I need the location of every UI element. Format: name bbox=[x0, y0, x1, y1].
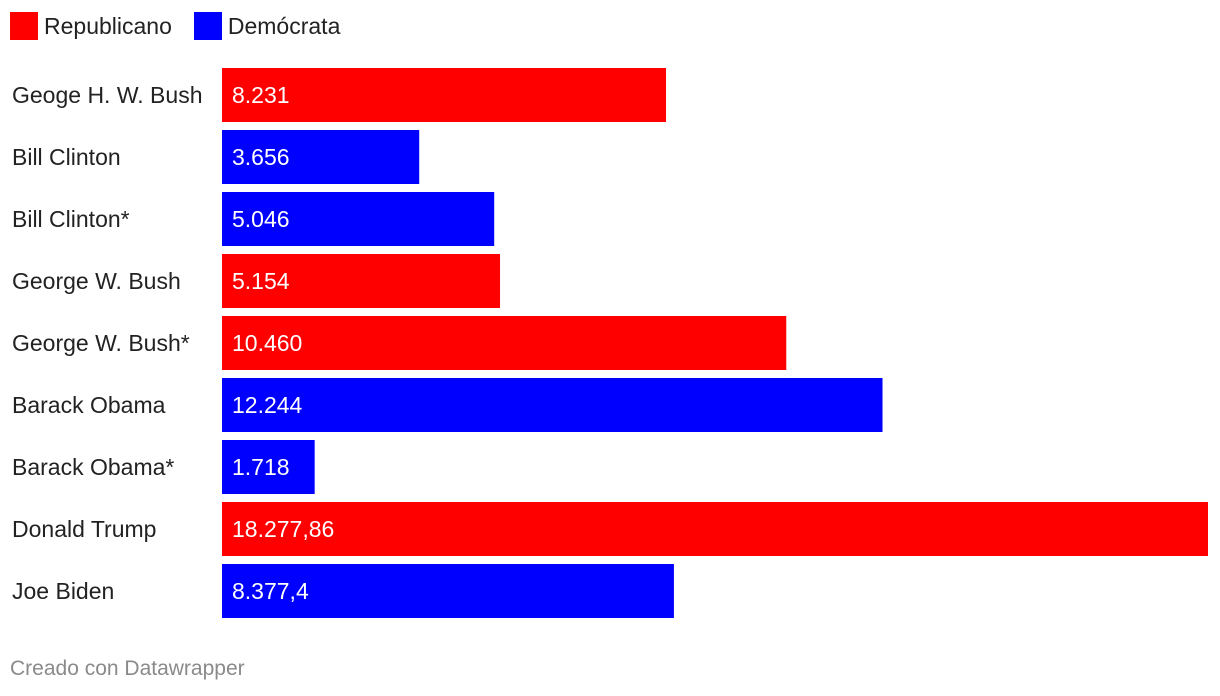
category-label-5: Barack Obama bbox=[12, 392, 166, 418]
legend: Republicano Demócrata bbox=[10, 12, 362, 40]
value-label-0: 8.231 bbox=[232, 82, 290, 108]
category-label-8: Joe Biden bbox=[12, 578, 114, 604]
category-label-6: Barack Obama* bbox=[12, 454, 174, 480]
value-label-3: 5.154 bbox=[232, 268, 290, 294]
category-label-2: Bill Clinton* bbox=[12, 206, 130, 232]
value-label-1: 3.656 bbox=[232, 144, 290, 170]
bar-5 bbox=[222, 378, 883, 432]
bar-8 bbox=[222, 564, 674, 618]
category-label-4: George W. Bush* bbox=[12, 330, 190, 356]
bar-chart: Geoge H. W. Bush 8.231 Bill Clinton 3.656 Bi… bbox=[12, 68, 1208, 618]
category-label-0: Geoge H. W. Bush bbox=[12, 82, 202, 108]
category-label-3: George W. Bush bbox=[12, 268, 181, 294]
bar-2 bbox=[222, 192, 495, 246]
footer-credit: Creado con Datawrapper bbox=[10, 657, 245, 680]
category-label-7: Donald Trump bbox=[12, 516, 156, 542]
value-label-4: 10.460 bbox=[232, 330, 302, 356]
legend-swatch-democrata bbox=[193, 12, 222, 40]
value-label-5: 12.244 bbox=[232, 392, 303, 418]
bar-3 bbox=[222, 254, 501, 308]
legend-item-republicano: Republicano bbox=[10, 12, 172, 40]
bar-0 bbox=[222, 68, 667, 122]
bar-6 bbox=[222, 440, 315, 494]
bar-1 bbox=[222, 130, 420, 184]
bar-7 bbox=[222, 502, 1208, 556]
value-label-7: 18.277,86 bbox=[232, 516, 334, 542]
bar-4 bbox=[222, 316, 787, 370]
value-label-2: 5.046 bbox=[232, 206, 290, 232]
legend-label-democrata: Demócrata bbox=[227, 13, 341, 39]
legend-item-democrata: Demócrata bbox=[193, 12, 341, 40]
value-label-6: 1.718 bbox=[232, 454, 290, 480]
legend-label-republicano: Republicano bbox=[44, 13, 172, 39]
category-label-1: Bill Clinton bbox=[12, 144, 121, 170]
value-label-8: 8.377,4 bbox=[232, 578, 309, 604]
legend-swatch-republicano bbox=[10, 12, 38, 40]
